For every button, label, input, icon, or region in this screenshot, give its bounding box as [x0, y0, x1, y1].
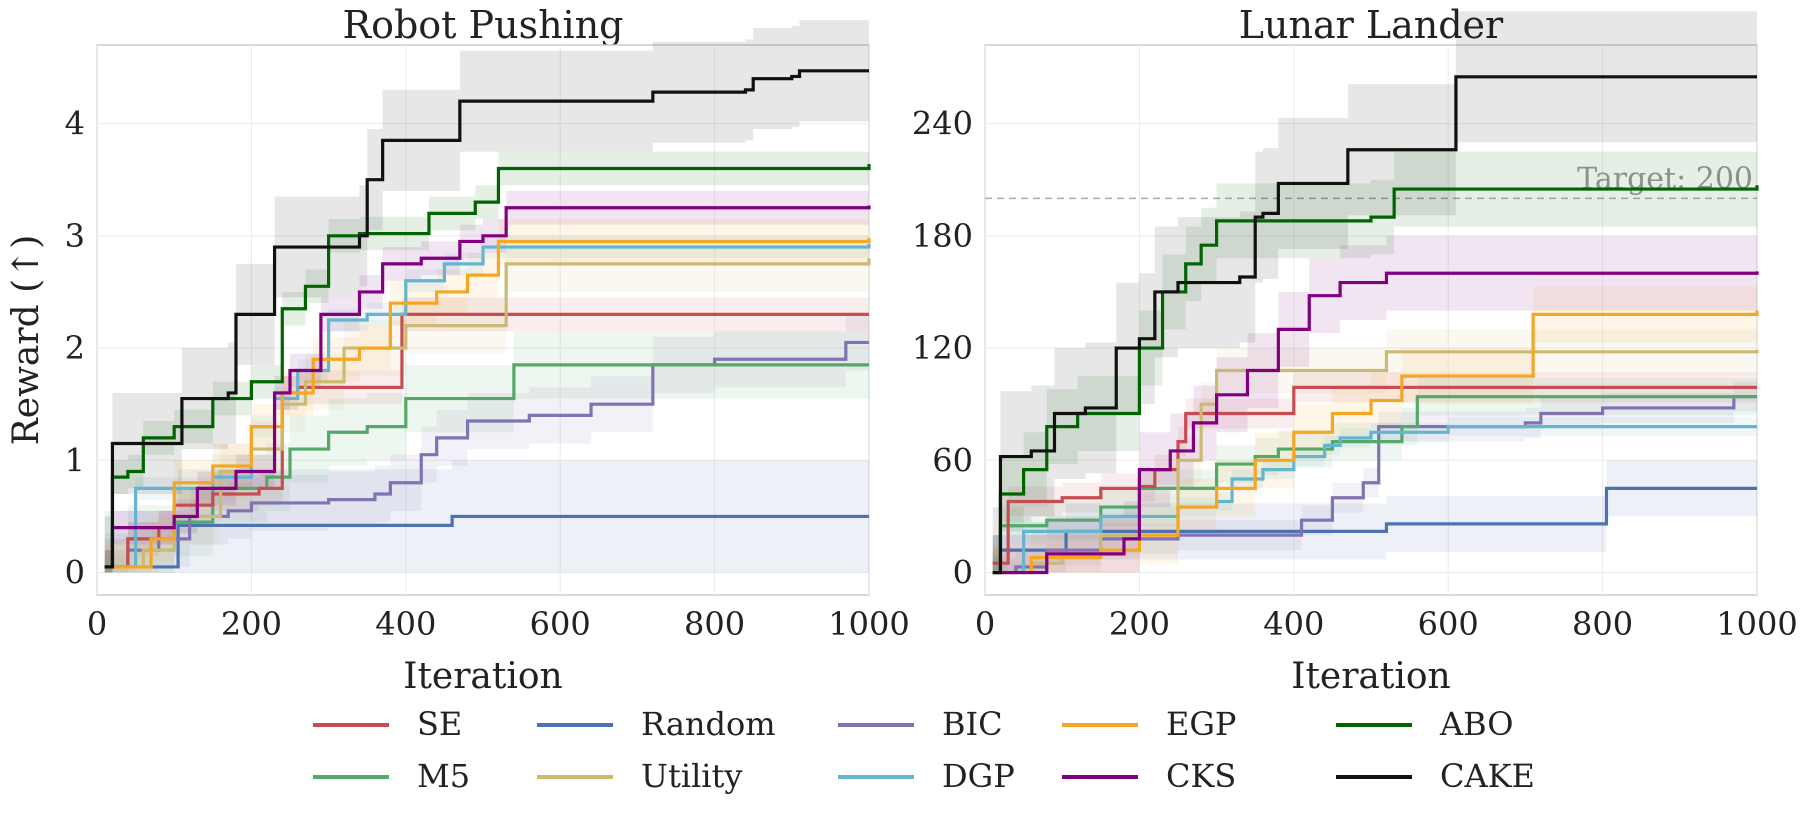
x-tick-label: 1000 — [828, 605, 909, 643]
y-tick-label: 240 — [912, 105, 973, 143]
y-axis-label: Reward (↑) — [6, 235, 47, 446]
y-tick-label: 180 — [912, 217, 973, 255]
legend-label-cks: CKS — [1166, 757, 1236, 795]
series-line-utility-lunar-lander — [992, 349, 1759, 575]
y-tick-label: 60 — [932, 441, 973, 479]
legend-label-abo: ABO — [1439, 705, 1513, 743]
panel-lunar-lander: Lunar Lander Iteration 0 200 400 600 800 1000… — [912, 3, 1798, 697]
y-tick-label: 2 — [65, 329, 85, 367]
legend-label-egp: EGP — [1166, 705, 1236, 743]
x-tick-label: 0 — [975, 605, 995, 643]
x-tick-label: 400 — [1263, 605, 1324, 643]
band-bic-lunar-lander — [992, 381, 1757, 573]
series-line-cks-lunar-lander — [992, 271, 1759, 575]
series-line-abo-robot-pushing — [104, 163, 871, 569]
x-axis-label-robot-pushing: Iteration — [403, 656, 563, 697]
series-line-cks-robot-pushing — [104, 205, 871, 569]
y-tick-label: 1 — [65, 441, 85, 479]
y-tick-label: 0 — [65, 554, 85, 592]
plot-area-robot-pushing — [96, 44, 870, 596]
x-tick-label: 600 — [1418, 605, 1479, 643]
series-line-cake-robot-pushing — [104, 69, 869, 569]
series-line-bic-lunar-lander — [992, 395, 1757, 575]
legend: SE M5 Random Utility BIC DGP EGP CKS ABO CAKE — [313, 705, 1535, 795]
band-egp-robot-pushing — [104, 215, 870, 573]
x-tick-label: 800 — [1572, 605, 1633, 643]
band-dgp-lunar-lander — [992, 417, 1757, 573]
x-tick-label: 200 — [1109, 605, 1170, 643]
legend-label-dgp: DGP — [942, 757, 1015, 795]
series-line-dgp-lunar-lander — [992, 425, 1757, 575]
series-line-cake-lunar-lander — [992, 75, 1757, 575]
legend-label-se: SE — [417, 705, 462, 743]
band-cake-lunar-lander — [992, 11, 1757, 573]
x-tick-label: 0 — [87, 605, 107, 643]
y-tick-label: 3 — [65, 217, 85, 255]
chart-title-lunar-lander: Lunar Lander — [1239, 3, 1504, 47]
chart-title-robot-pushing: Robot Pushing — [342, 3, 623, 47]
x-tick-label: 200 — [221, 605, 282, 643]
band-m5-robot-pushing — [104, 331, 870, 573]
x-axis-label-lunar-lander: Iteration — [1291, 656, 1451, 697]
band-se-lunar-lander — [992, 372, 1757, 573]
band-random-lunar-lander — [992, 460, 1757, 573]
legend-label-m5: M5 — [417, 757, 470, 795]
x-tick-label: 400 — [375, 605, 436, 643]
band-bic-robot-pushing — [104, 314, 870, 573]
y-tick-label: 0 — [953, 554, 973, 592]
legend-label-cake: CAKE — [1440, 757, 1535, 795]
y-tick-label: 4 — [65, 105, 85, 143]
series-line-se-lunar-lander — [992, 385, 1757, 565]
band-egp-lunar-lander — [992, 282, 1757, 573]
band-se-robot-pushing — [104, 297, 870, 573]
legend-label-bic: BIC — [942, 705, 1003, 743]
y-tick-label: 120 — [912, 329, 973, 367]
x-tick-label: 1000 — [1716, 605, 1797, 643]
legend-label-utility: Utility — [641, 757, 742, 795]
series-line-egp-robot-pushing — [104, 238, 871, 569]
x-tick-label: 600 — [530, 605, 591, 643]
legend-label-random: Random — [641, 705, 776, 743]
x-tick-label: 800 — [684, 605, 745, 643]
panel-robot-pushing: Robot Pushing Iteration Reward (↑) 0 200 4… — [6, 3, 910, 697]
series-line-random-robot-pushing — [104, 514, 869, 569]
